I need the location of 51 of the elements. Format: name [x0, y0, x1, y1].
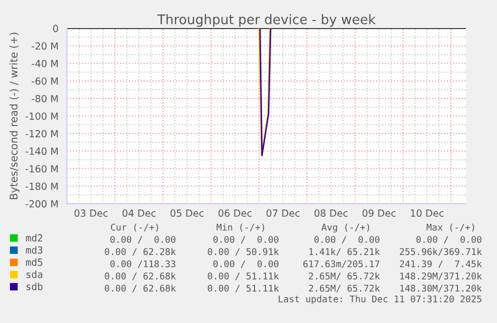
text: 617.63m/205.17: [303, 260, 380, 268]
text: 0.00 / 50.91k: [208, 248, 279, 256]
text: 148.29M/371.20k: [400, 272, 482, 280]
text: 0.00 / 0.00: [314, 236, 380, 244]
legend-label: md2: [26, 234, 42, 242]
text: 2.65M/ 65.72k: [308, 272, 380, 280]
x-tick-label: 04 Dec: [122, 209, 156, 217]
text: Last update: Thu Dec 11 07:31:20 2025: [278, 295, 482, 304]
y-tick-label: -100 M: [26, 112, 58, 120]
x-tick-label: 09 Dec: [362, 209, 396, 217]
y-axis-title: Bytes/second read (-) / write (+): [9, 32, 20, 200]
text: 0.00 / 62.68k: [104, 284, 176, 292]
text: 255.96k/369.71k: [400, 248, 482, 256]
text: 0.00 / 51.11k: [208, 284, 279, 292]
y-tick-label: -20 M: [32, 42, 58, 50]
text: 241.39 / 7.45k: [400, 260, 482, 268]
y-tick-label: -200 M: [26, 200, 58, 208]
text: 0.00 / 0.00: [110, 236, 176, 244]
text: 0.00 / 0.00: [416, 236, 482, 244]
text: 2.65M/ 65.72k: [308, 284, 380, 292]
y-tick-label: -140 M: [26, 148, 58, 155]
x-tick-label: 10 Dec: [410, 209, 444, 217]
x-tick-label: 05 Dec: [170, 209, 204, 217]
text: 0.00 / 51.11k: [208, 272, 279, 280]
y-tick-label: -160 M: [26, 165, 58, 172]
legend-label: sdb: [26, 282, 42, 290]
y-tick-label: -60 M: [32, 77, 58, 85]
x-tick-label: 07 Dec: [266, 209, 300, 217]
text: Avg (-/+): [322, 224, 370, 232]
y-tick-label: -120 M: [26, 130, 58, 138]
chart-title: Throughput per device - by week: [157, 14, 376, 27]
text: 148.30M/371.20k: [400, 284, 482, 292]
y-tick-label: -40 M: [32, 60, 58, 68]
text: 0.00 / 62.68k: [104, 272, 176, 280]
x-tick-label: 06 Dec: [218, 209, 252, 217]
y-tick-label: -80 M: [32, 94, 58, 102]
text: Cur (-/+): [110, 224, 158, 232]
text: 0.00 / 62.28k: [104, 248, 176, 256]
legend-label: sda: [26, 270, 42, 278]
text: 0.00 / 0.00: [213, 260, 278, 268]
x-tick-label: 03 Dec: [74, 209, 108, 217]
legend-label: md5: [26, 258, 42, 266]
x-tick-label: 08 Dec: [314, 209, 348, 217]
y-tick-label: 0: [53, 24, 58, 32]
text: 0.00 / 0.00: [213, 236, 278, 244]
text: Max (-/+): [426, 224, 474, 232]
text: 1.41k/ 65.21k: [309, 248, 380, 256]
legend-label: md3: [26, 246, 42, 254]
y-tick-label: -180 M: [26, 182, 58, 190]
text: 0.00 /118.33: [110, 260, 176, 268]
text: Min (-/+): [216, 224, 264, 232]
